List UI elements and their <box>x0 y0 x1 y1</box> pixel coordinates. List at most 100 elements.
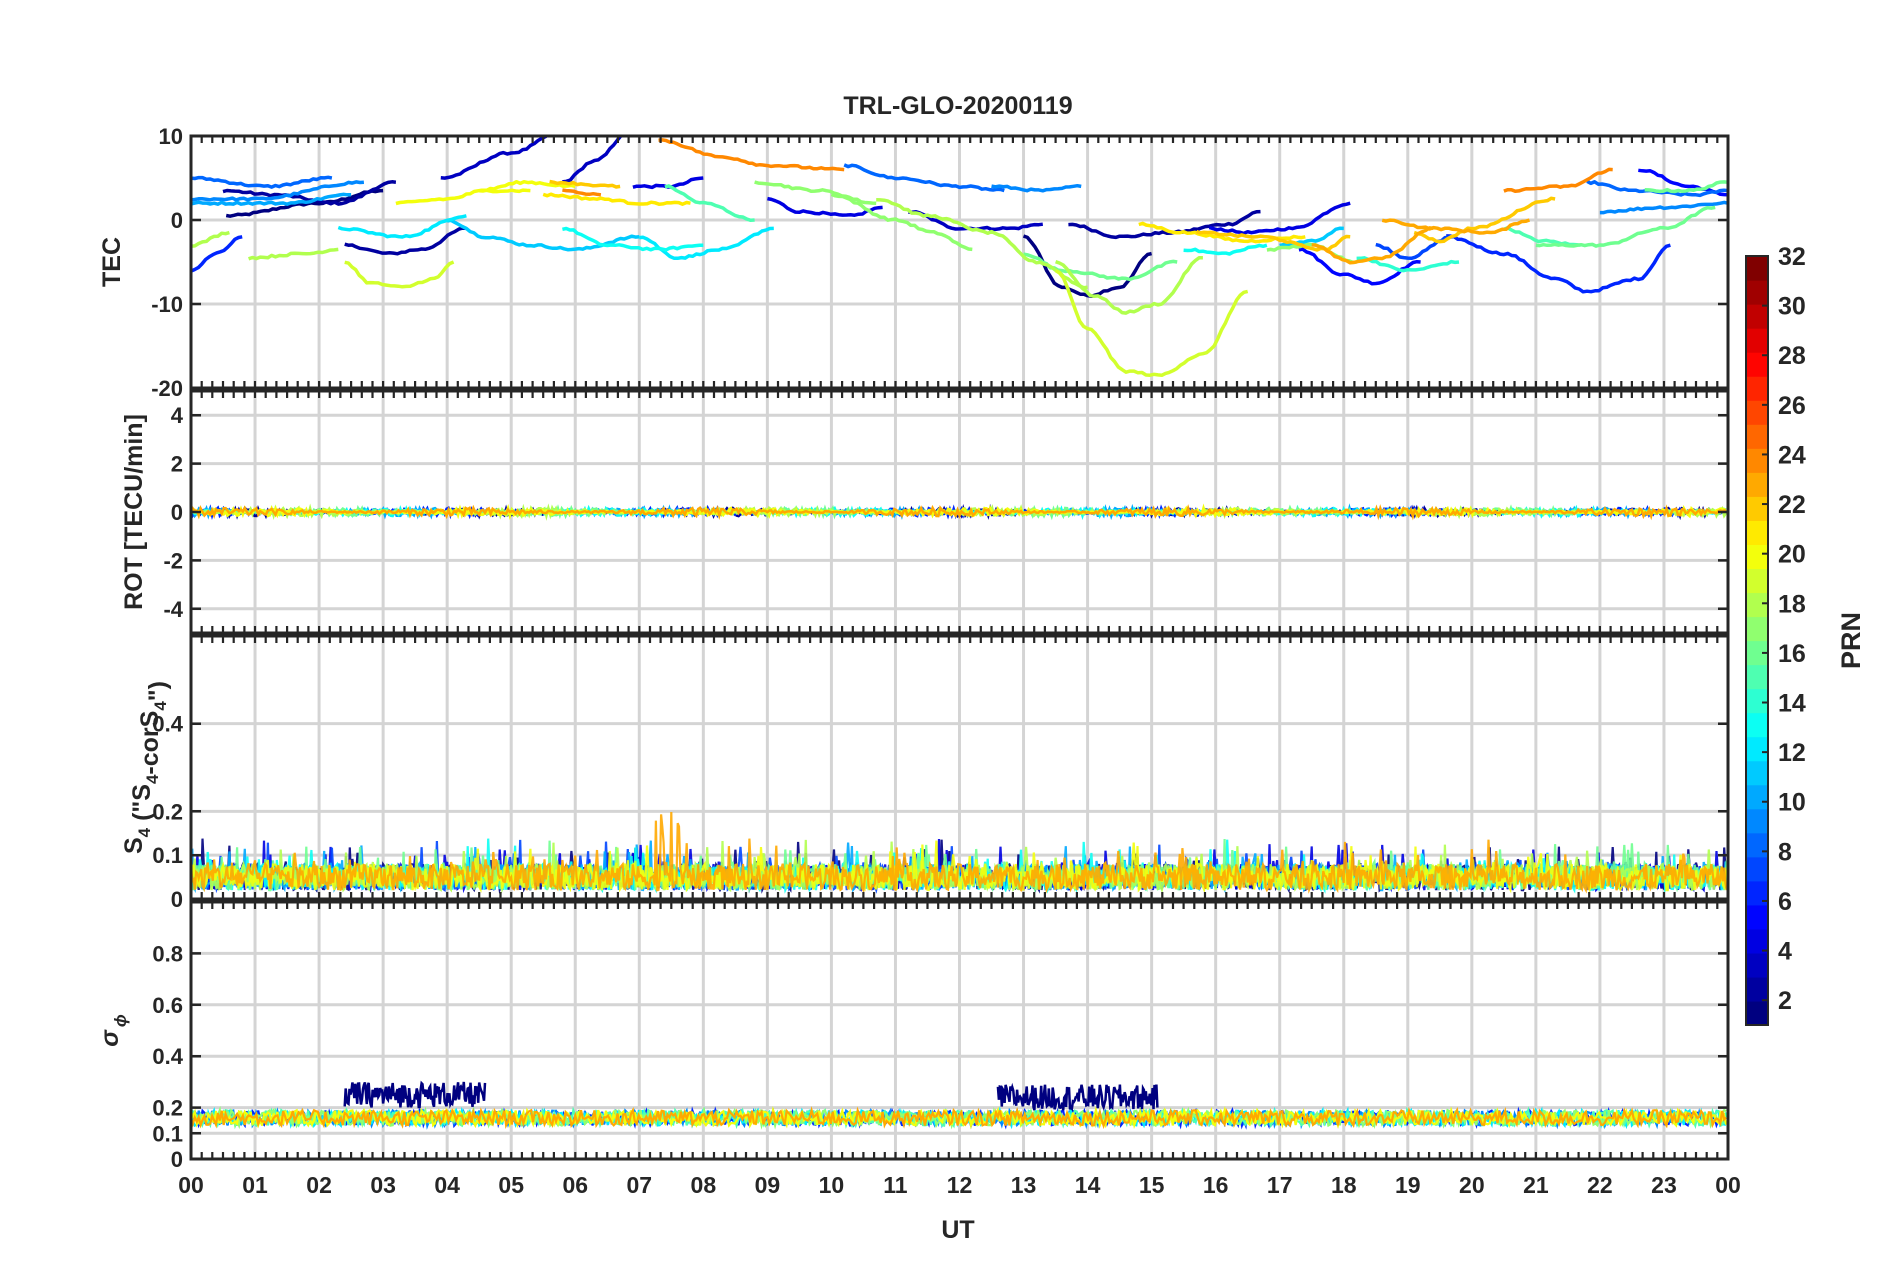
s4-series-prn-20 <box>191 840 1728 894</box>
colorbar-tick-label: 32 <box>1778 243 1806 271</box>
tec-series-prn-16 <box>1535 205 1716 248</box>
x-tick-label: 10 <box>819 1172 845 1198</box>
colorbar-tick-label: 4 <box>1778 938 1792 966</box>
tick-marks-x <box>189 136 1719 388</box>
y-axis-label-part: S <box>120 837 148 854</box>
y-axis-label-part: 4 <box>151 701 170 711</box>
colorbar-segment <box>1746 376 1768 401</box>
colorbar-segment <box>1746 784 1768 810</box>
colorbar-segment <box>1746 616 1768 642</box>
tec-series-prn-11 <box>1279 226 1344 248</box>
tec-series-prn-18 <box>191 230 230 248</box>
x-tick-label: 02 <box>306 1172 332 1198</box>
colorbar-segment <box>1746 664 1768 690</box>
colorbar-segment <box>1746 592 1768 618</box>
colorbar-segment <box>1746 400 1768 425</box>
y-axis-label: TEC <box>98 237 126 287</box>
colorbar-frame <box>1745 255 1769 1026</box>
x-tick-label: 08 <box>691 1172 717 1198</box>
tec-series-prn-2 <box>1068 209 1261 240</box>
colorbar-segment <box>1746 352 1768 377</box>
tec-series-prn-17 <box>830 192 973 252</box>
x-tick-label: 12 <box>947 1172 973 1198</box>
tec-series-prn-1 <box>225 188 384 218</box>
colorbar-label: PRN <box>1836 612 1866 669</box>
y-axis-label-part: -corS <box>136 711 164 775</box>
colorbar-tick-label: 16 <box>1778 640 1806 668</box>
panel-minor-ticks <box>189 391 1728 633</box>
panel-data <box>191 811 1728 894</box>
x-tick-label: 17 <box>1267 1172 1293 1198</box>
colorbar-segment <box>1746 472 1768 497</box>
rot-series-prn-23 <box>191 504 1727 521</box>
sigma-enhancement-0 <box>343 1080 487 1109</box>
x-tick-label: 06 <box>562 1172 588 1198</box>
colorbar-segment <box>1746 952 1768 978</box>
tec-series-prn-23 <box>1311 226 1434 265</box>
x-tick-label: 14 <box>1075 1172 1101 1198</box>
y-tick-label: 0 <box>171 887 183 912</box>
x-tick-label: 03 <box>370 1172 396 1198</box>
colorbar-segment <box>1746 544 1768 570</box>
colorbar-segment <box>1746 736 1768 762</box>
colorbar-segment <box>1746 448 1768 473</box>
x-tick-label: 13 <box>1011 1172 1037 1198</box>
x-tick-label: 11 <box>883 1172 908 1198</box>
x-tick-label: 19 <box>1395 1172 1421 1198</box>
y-axis-label-main: σ <box>96 1029 124 1047</box>
tec-series-prn-22 <box>1413 196 1556 244</box>
y-tick-label: 0.6 <box>152 993 183 1018</box>
colorbar-tick-label: 28 <box>1778 342 1806 370</box>
tec-series-prn-21 <box>542 192 691 206</box>
tec-series-prn-8 <box>191 175 333 189</box>
colorbar-segment <box>1746 688 1768 714</box>
colorbar-segment <box>1746 280 1768 305</box>
tec-series-prn-17 <box>754 180 877 205</box>
y-tick-label: 0.8 <box>152 941 183 966</box>
s4-series-prn-23 <box>191 811 1728 894</box>
tec-series-prn-19 <box>1054 269 1249 378</box>
tec-series-prn-9 <box>191 180 365 202</box>
tec-series-prn-13 <box>562 226 704 252</box>
sigma-series-prn-23 <box>191 1106 1727 1130</box>
x-tick-label: 18 <box>1331 1172 1357 1198</box>
colorbar-segment <box>1746 808 1768 834</box>
tec-series-prn-10 <box>191 192 352 206</box>
y-tick-label: 2 <box>171 452 183 477</box>
y-axis-label: S4 ("S4-corS4") <box>120 681 172 854</box>
x-axis-label: UT <box>941 1216 974 1244</box>
colorbar-segment <box>1746 520 1768 545</box>
tec-series-prn-4 <box>1208 201 1351 236</box>
y-tick-label: 0 <box>171 500 183 525</box>
x-tick-label: 09 <box>755 1172 781 1198</box>
tick-marks-x <box>189 636 1719 899</box>
colorbar-segment <box>1746 712 1768 738</box>
y-axis-label-sub: ϕ <box>111 1014 130 1027</box>
tec-series-prn-20 <box>395 188 531 206</box>
tec-series-prn-24 <box>658 138 845 172</box>
x-tick-label: 23 <box>1651 1172 1677 1198</box>
colorbar-tick-label: 8 <box>1778 838 1792 866</box>
tec-series-prn-9 <box>991 183 1082 193</box>
y-axis-label-part: ("S <box>128 784 156 828</box>
colorbar-tick-label: 18 <box>1778 590 1806 618</box>
y-tick-label: 0.1 <box>152 843 183 868</box>
tec-series-prn-6 <box>1446 234 1671 294</box>
y-tick-label: 0.2 <box>152 1096 183 1121</box>
tec-series-prn-18 <box>248 247 339 261</box>
tick-marks-x <box>189 902 1719 1159</box>
y-tick-label: -4 <box>163 597 183 622</box>
colorbar-tick-label: 20 <box>1778 541 1806 569</box>
x-tick-label: 22 <box>1587 1172 1613 1198</box>
y-tick-label: 0 <box>171 1147 183 1172</box>
tec-series-prn-19 <box>344 260 455 289</box>
tec-series-prn-24 <box>562 188 602 197</box>
colorbar-segment <box>1746 760 1768 786</box>
tec-series-prn-3 <box>562 136 623 184</box>
tec-series-prn-15 <box>1503 226 1581 247</box>
panel-data <box>191 1080 1728 1130</box>
y-axis-label: ROT [TECU/min] <box>120 414 148 610</box>
